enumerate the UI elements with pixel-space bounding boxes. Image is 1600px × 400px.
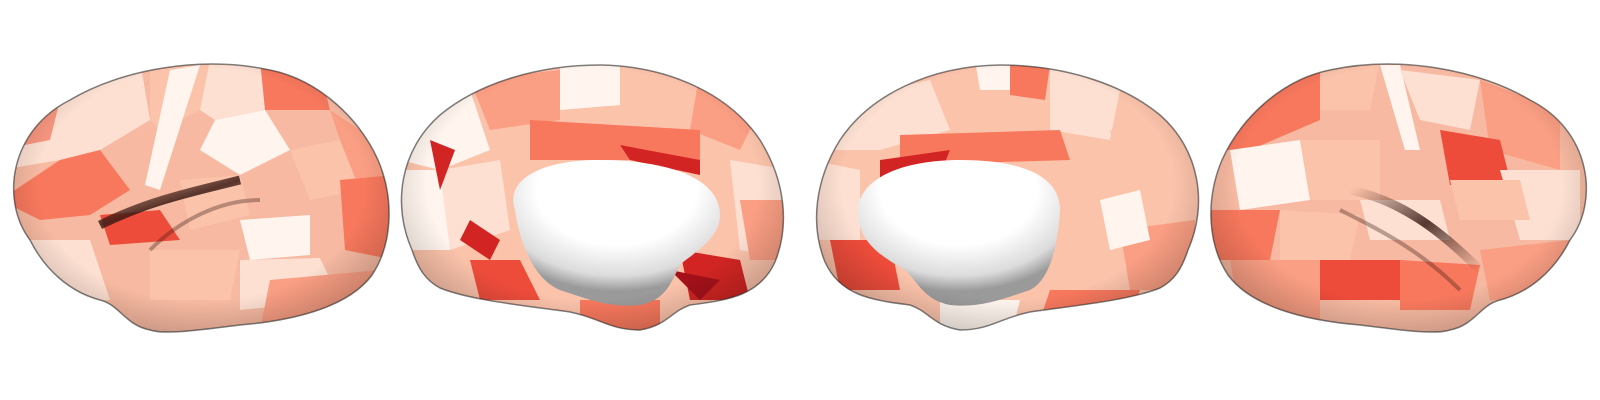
right-lateral-view [1210, 63, 1588, 333]
left-lateral-view [12, 63, 390, 333]
right-medial-view [815, 64, 1200, 331]
left-medial-view [400, 64, 785, 331]
